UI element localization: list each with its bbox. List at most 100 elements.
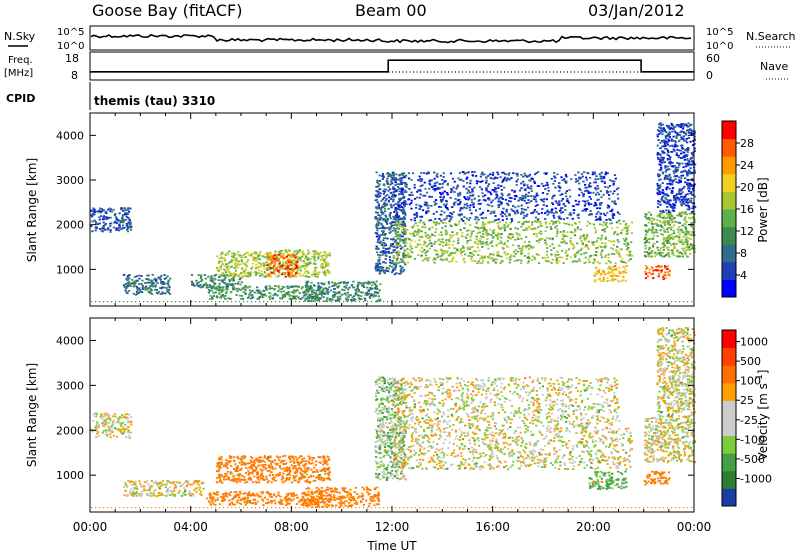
range-gate-cell	[502, 247, 505, 250]
range-gate-cell	[384, 233, 387, 235]
range-gate-cell	[363, 281, 366, 284]
range-gate-cell	[607, 186, 610, 189]
range-gate-cell	[394, 184, 397, 186]
range-gate-cell	[517, 244, 520, 247]
range-gate-cell	[677, 221, 680, 224]
range-gate-cell	[671, 190, 674, 193]
range-gate-cell	[428, 195, 431, 198]
range-gate-cell	[327, 264, 330, 267]
range-gate-cell	[282, 290, 285, 293]
range-gate-cell	[589, 182, 592, 184]
range-gate-cell	[404, 263, 407, 266]
range-gate-cell	[626, 228, 629, 231]
range-gate-cell	[625, 222, 628, 225]
range-gate-cell	[579, 177, 582, 179]
range-gate-cell	[651, 267, 654, 270]
range-gate-cell	[379, 234, 382, 236]
range-gate-cell	[671, 237, 674, 239]
range-gate-cell	[432, 220, 435, 223]
range-gate-cell	[655, 222, 658, 225]
range-gate-cell	[258, 292, 261, 294]
range-gate-cell	[479, 181, 482, 183]
range-gate-cell	[444, 225, 447, 228]
range-gate-cell	[100, 208, 103, 210]
range-gate-cell	[577, 217, 580, 219]
range-gate-cell	[223, 268, 226, 271]
range-gate-cell	[278, 257, 281, 260]
range-gate-cell	[582, 180, 585, 183]
range-gate-cell	[129, 221, 132, 223]
range-gate-cell	[109, 225, 112, 227]
range-gate-cell	[393, 194, 396, 197]
range-gate-cell	[101, 218, 104, 221]
range-gate-cell	[420, 205, 423, 208]
range-gate-cell	[586, 246, 589, 248]
range-gate-cell	[377, 253, 380, 256]
range-gate-cell	[686, 208, 689, 211]
range-gate-cell	[460, 254, 464, 257]
range-gate-cell	[660, 131, 663, 134]
range-gate-cell	[314, 267, 317, 269]
range-gate-cell	[611, 227, 614, 229]
range-gate-cell	[302, 291, 305, 294]
range-gate-cell	[446, 193, 449, 196]
range-gate-cell	[619, 222, 622, 225]
range-gate-cell	[686, 240, 689, 242]
range-gate-cell	[683, 222, 686, 225]
range-gate-cell	[318, 285, 321, 288]
range-gate-cell	[680, 175, 683, 177]
range-gate-cell	[290, 274, 293, 277]
range-gate-cell	[462, 247, 465, 249]
range-gate-cell	[603, 177, 606, 179]
range-gate-cell	[308, 287, 311, 290]
range-gate-cell	[133, 276, 136, 278]
range-gate-cell	[490, 257, 493, 259]
range-gate-cell	[491, 189, 494, 191]
range-gate-cell	[402, 197, 405, 199]
range-gate-cell	[470, 230, 473, 233]
range-gate-cell	[193, 284, 196, 287]
range-gate-cell	[375, 300, 379, 303]
range-gate-cell	[287, 265, 290, 267]
range-gate-cell	[665, 176, 668, 178]
range-gate-cell	[572, 205, 575, 208]
range-gate-cell	[333, 283, 336, 285]
range-gate-cell	[602, 276, 606, 279]
range-gate-cell	[343, 282, 346, 285]
range-gate-cell	[505, 180, 508, 182]
range-gate-cell	[417, 230, 420, 233]
range-gate-cell	[674, 140, 677, 142]
range-gate-cell	[630, 232, 633, 234]
range-gate-cell	[375, 245, 378, 248]
range-gate-cell	[295, 274, 298, 277]
range-gate-cell	[594, 229, 598, 232]
range-gate-cell	[392, 255, 395, 257]
range-gate-cell	[549, 226, 552, 228]
range-gate-cell	[301, 255, 304, 258]
range-gate-cell	[224, 253, 227, 256]
range-gate-cell	[385, 198, 388, 200]
range-gate-cell	[673, 247, 676, 250]
range-gate-cell	[659, 247, 663, 249]
range-gate-cell	[397, 216, 400, 218]
range-gate-cell	[163, 274, 166, 276]
range-gate-cell	[440, 210, 443, 212]
range-gate-cell	[314, 263, 317, 265]
range-gate-cell	[555, 261, 558, 263]
range-gate-cell	[375, 269, 378, 272]
range-gate-cell	[99, 207, 102, 210]
range-gate-cell	[643, 238, 646, 241]
range-gate-cell	[658, 179, 661, 181]
range-gate-cell	[609, 210, 612, 212]
range-gate-cell	[566, 231, 569, 233]
range-gate-cell	[629, 250, 632, 253]
range-gate-cell	[601, 269, 605, 272]
range-gate-cell	[109, 216, 112, 219]
range-gate-cell	[415, 246, 418, 248]
range-gate-cell	[571, 243, 574, 245]
range-gate-cell	[488, 204, 491, 207]
range-gate-cell	[516, 178, 519, 181]
range-gate-cell	[662, 278, 665, 280]
range-gate-cell	[421, 178, 424, 181]
range-gate-cell	[505, 253, 508, 256]
